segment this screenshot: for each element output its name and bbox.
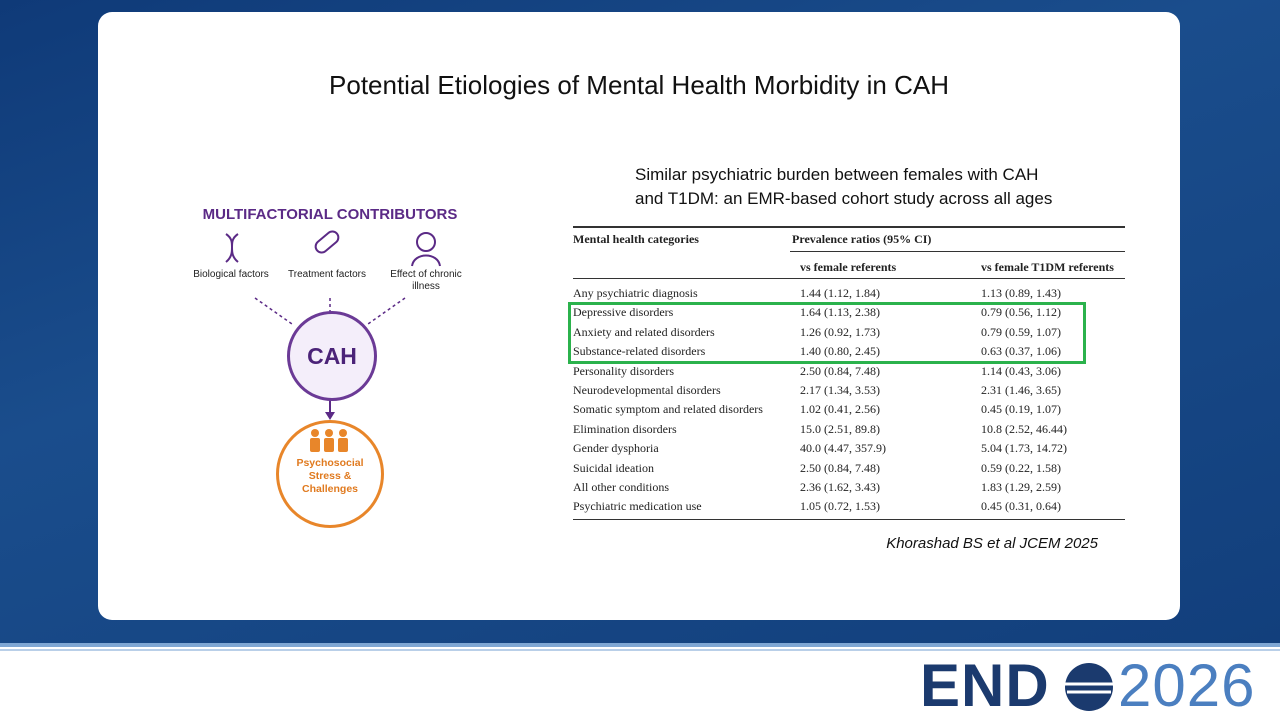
table-subtitle: Similar psychiatric burden between femal…: [635, 165, 1039, 184]
table-cell: 0.59 (0.22, 1.58): [981, 460, 1061, 475]
table-cell: 15.0 (2.51, 89.8): [800, 421, 880, 436]
column-header: vs female T1DM referents: [981, 260, 1114, 274]
outcome-label: Psychosocial Stress & Challenges: [296, 457, 364, 495]
logo-text: 2026: [1118, 652, 1256, 719]
center-node: CAH: [287, 311, 377, 401]
table-cell: 1.40 (0.80, 2.45): [800, 344, 880, 359]
table-cell: 2.50 (0.84, 7.48): [800, 460, 880, 475]
factor-label: Biological factors: [193, 269, 269, 280]
column-header: vs female referents: [800, 260, 897, 274]
table-cell: 2.17 (1.34, 3.53): [800, 383, 880, 397]
table-cell: Depressive disorders: [573, 305, 674, 320]
table-cell: 1.13 (0.89, 1.43): [981, 286, 1061, 300]
highlight-box: [568, 302, 1086, 364]
table-cell: Substance-related disorders: [573, 344, 706, 359]
table-cell: 1.26 (0.92, 1.73): [800, 324, 880, 339]
diagram-graphics: [225, 230, 441, 420]
footer-stripe: [0, 643, 1280, 647]
table-cell: Any psychiatric diagnosis: [573, 286, 698, 300]
footer-stripe: [0, 649, 1280, 651]
table-rule: [790, 251, 1125, 252]
table-cell: 2.50 (0.84, 7.48): [800, 363, 880, 378]
table-cell: Suicidal ideation: [573, 460, 654, 475]
table-cell: Psychiatric medication use: [573, 499, 702, 514]
table-cell: 5.04 (1.73, 14.72): [981, 441, 1067, 456]
column-header: Prevalence ratios (95% CI): [792, 232, 932, 246]
table-cell: 0.79 (0.56, 1.12): [981, 305, 1061, 320]
table-cell: 0.79 (0.59, 1.07): [981, 324, 1061, 339]
people-icon: [310, 429, 348, 452]
logo-globe: [1065, 663, 1113, 711]
table-cell: Somatic symptom and related disorders: [573, 402, 763, 417]
table-rule: [573, 278, 1125, 279]
table-cell: 1.64 (1.13, 2.38): [800, 305, 880, 320]
factor-label: Treatment factors: [288, 269, 366, 280]
slide-title: Potential Etiologies of Mental Health Mo…: [329, 70, 949, 100]
table-cell: All other conditions: [573, 480, 669, 494]
table-cell: Gender dysphoria: [573, 441, 659, 456]
logo-text: END: [920, 652, 1050, 719]
table-cell: 10.8 (2.52, 46.44): [981, 421, 1067, 436]
table-cell: 1.02 (0.41, 2.56): [800, 402, 880, 417]
table-cell: Anxiety and related disorders: [573, 324, 715, 339]
table-rule: [573, 226, 1125, 228]
table-rule: [573, 518, 1125, 521]
table-cell: 0.45 (0.19, 1.07): [981, 402, 1061, 417]
table-cell: 1.44 (1.12, 1.84): [800, 286, 880, 300]
citation: Khorashad BS et al JCEM 2025: [886, 535, 1098, 552]
table-cell: 2.31 (1.46, 3.65): [981, 383, 1061, 397]
table-cell: 1.14 (0.43, 3.06): [981, 363, 1061, 378]
table-cell: 1.05 (0.72, 1.53): [800, 499, 880, 514]
table-cell: Elimination disorders: [573, 421, 677, 436]
content-card: [98, 12, 1180, 620]
column-header: Mental health categories: [573, 232, 699, 246]
diagram-heading: MULTIFACTORIAL CONTRIBUTORS: [202, 206, 458, 223]
table-cell: 1.83 (1.29, 2.59): [981, 480, 1061, 494]
table-cell: Neurodevelopmental disorders: [573, 383, 721, 397]
table-cell: 0.63 (0.37, 1.06): [981, 344, 1061, 359]
table-cell: 40.0 (4.47, 357.9): [800, 441, 886, 456]
table-subtitle: and T1DM: an EMR-based cohort study acro…: [635, 189, 1053, 208]
table-cell: 2.36 (1.62, 3.43): [800, 480, 880, 494]
table-cell: Personality disorders: [573, 363, 674, 378]
factor-label: Effect of chronic illness: [390, 269, 462, 292]
table-cell: 0.45 (0.31, 0.64): [981, 499, 1061, 514]
